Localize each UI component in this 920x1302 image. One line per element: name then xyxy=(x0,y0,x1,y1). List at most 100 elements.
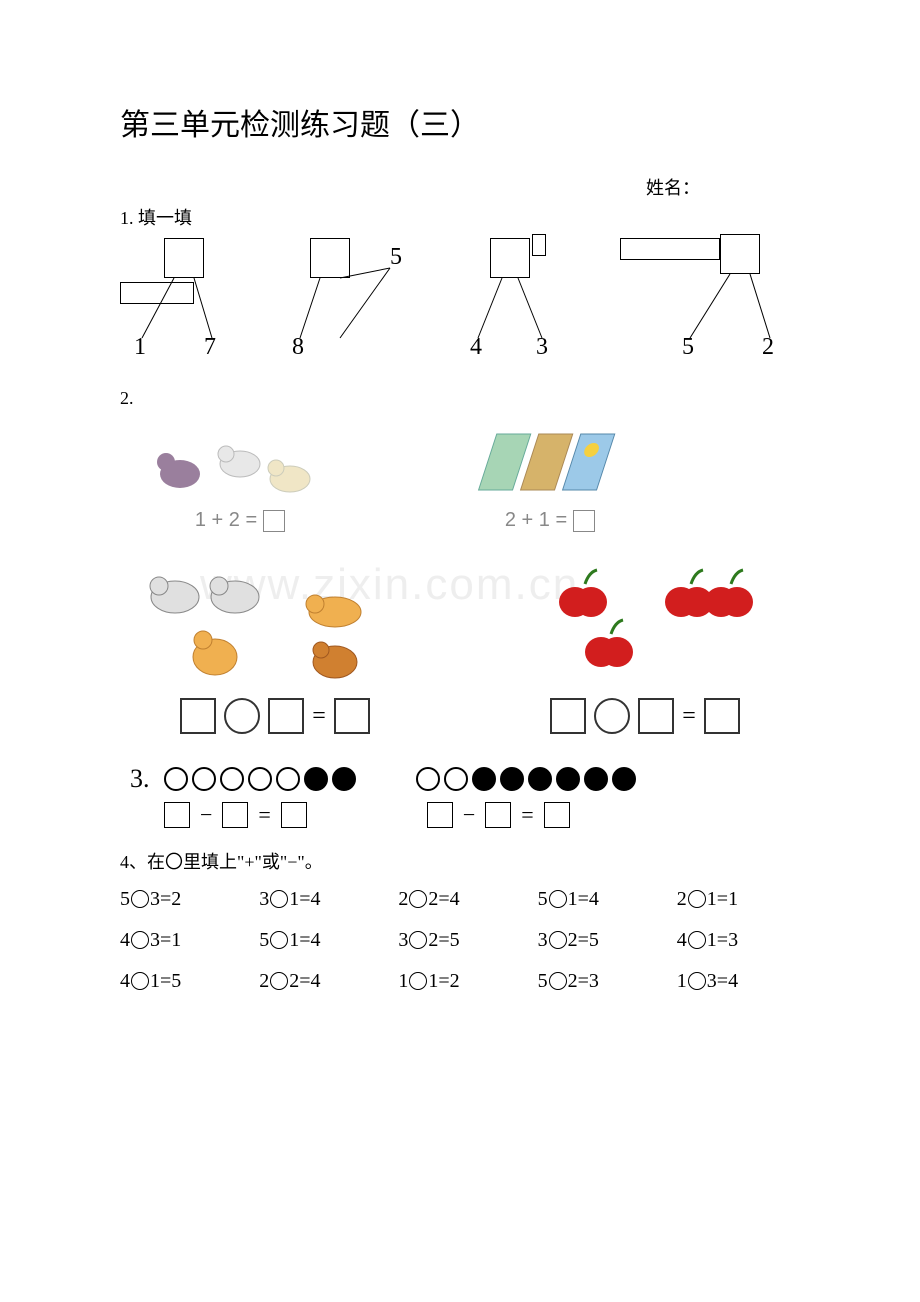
equals: = xyxy=(312,703,326,730)
equals: = xyxy=(682,703,696,730)
bond-lines xyxy=(620,238,780,358)
operand: 5 xyxy=(538,970,548,992)
q4-cell: 52=3 xyxy=(538,970,661,993)
bond-left: 4 xyxy=(470,334,482,361)
q4-cell: 21=1 xyxy=(677,888,800,911)
answer-box[interactable] xyxy=(485,802,511,828)
operand: 3 xyxy=(150,929,160,951)
answer-box[interactable] xyxy=(427,802,453,828)
cats-icon xyxy=(125,562,425,692)
q4-cell: 51=4 xyxy=(538,888,661,911)
answer-box[interactable] xyxy=(164,802,190,828)
answer-box[interactable] xyxy=(222,802,248,828)
equals: = xyxy=(521,802,533,828)
operator-circle[interactable] xyxy=(270,931,288,949)
minus: − xyxy=(463,802,475,828)
operand: 1 xyxy=(428,970,438,992)
operand: 1 xyxy=(289,888,299,910)
operand: 4 xyxy=(120,929,130,951)
filled-circle-icon xyxy=(332,767,356,791)
q2-row2: = xyxy=(120,562,800,734)
result: =4 xyxy=(299,888,320,910)
answer-box[interactable] xyxy=(268,698,304,734)
dogs-icon xyxy=(150,424,330,504)
operator-circle[interactable] xyxy=(409,890,427,908)
equation-text: 1 + 2 = xyxy=(195,509,257,532)
operand: 2 xyxy=(568,970,578,992)
answer-box[interactable] xyxy=(544,802,570,828)
shape-equation: = xyxy=(120,698,430,734)
subtraction-equation: − = xyxy=(427,802,570,828)
operator-circle[interactable] xyxy=(688,890,706,908)
operator-circle[interactable] xyxy=(131,972,149,990)
operator-circle[interactable] xyxy=(224,698,260,734)
operand: 4 xyxy=(677,929,687,951)
operator-circle[interactable] xyxy=(549,972,567,990)
open-circle-icon xyxy=(416,767,440,791)
answer-box[interactable] xyxy=(281,802,307,828)
operand: 2 xyxy=(398,888,408,910)
bond-right: 2 xyxy=(762,334,774,361)
result: =4 xyxy=(717,970,738,992)
equals: = xyxy=(258,802,270,828)
operand: 5 xyxy=(259,929,269,951)
page-title: 第三单元检测练习题（三） xyxy=(120,100,800,144)
operator-circle[interactable] xyxy=(270,972,288,990)
answer-box[interactable] xyxy=(573,510,595,532)
filled-circle-icon xyxy=(584,767,608,791)
q4-cell: 31=4 xyxy=(259,888,382,911)
result: =5 xyxy=(578,929,599,951)
answer-box[interactable] xyxy=(263,510,285,532)
answer-box[interactable] xyxy=(550,698,586,734)
name-label: 姓名： xyxy=(120,174,800,200)
minus: − xyxy=(200,802,212,828)
bond-left: 5 xyxy=(682,334,694,361)
operator-circle[interactable] xyxy=(131,931,149,949)
picture-equation: = xyxy=(490,562,800,734)
q3: 3. − = − = xyxy=(120,764,800,828)
q2-label: 2. xyxy=(120,388,800,409)
q4-cell: 22=4 xyxy=(259,970,382,993)
operator-circle[interactable] xyxy=(594,698,630,734)
operand: 1 xyxy=(398,970,408,992)
result: =1 xyxy=(717,888,738,910)
operand: 4 xyxy=(120,970,130,992)
operand: 3 xyxy=(398,929,408,951)
operator-circle[interactable] xyxy=(549,931,567,949)
equation: 2 + 1 = xyxy=(430,509,670,532)
answer-box[interactable] xyxy=(334,698,370,734)
result: =1 xyxy=(160,929,181,951)
result: =2 xyxy=(160,888,181,910)
operator-circle[interactable] xyxy=(131,890,149,908)
q1-row: 1 7 5 8 4 3 xyxy=(120,238,800,358)
circle-pattern xyxy=(416,764,636,794)
answer-box[interactable] xyxy=(638,698,674,734)
operand: 3 xyxy=(707,970,717,992)
operand: 3 xyxy=(259,888,269,910)
operator-circle[interactable] xyxy=(688,972,706,990)
result: =4 xyxy=(578,888,599,910)
operator-circle[interactable] xyxy=(409,972,427,990)
filled-circle-icon xyxy=(472,767,496,791)
q4-grid: 53=231=422=451=421=143=151=432=532=541=3… xyxy=(120,888,800,993)
operator-circle[interactable] xyxy=(270,890,288,908)
cats-image xyxy=(120,562,430,692)
operand: 1 xyxy=(150,970,160,992)
operand: 1 xyxy=(677,970,687,992)
operator-circle[interactable] xyxy=(409,931,427,949)
q4-cell: 13=4 xyxy=(677,970,800,993)
operator-circle[interactable] xyxy=(549,890,567,908)
operator-circle[interactable] xyxy=(688,931,706,949)
operand: 1 xyxy=(289,929,299,951)
number-bond: 5 8 xyxy=(280,238,420,358)
q4-cell: 43=1 xyxy=(120,929,243,952)
operand: 2 xyxy=(428,929,438,951)
q4-cell: 32=5 xyxy=(538,929,661,952)
q1-label: 1. 填一填 xyxy=(120,204,800,230)
answer-box[interactable] xyxy=(180,698,216,734)
result: =2 xyxy=(438,970,459,992)
filled-circle-icon xyxy=(304,767,328,791)
operand: 1 xyxy=(707,929,717,951)
answer-box[interactable] xyxy=(704,698,740,734)
number-bond: 1 7 xyxy=(120,238,240,358)
